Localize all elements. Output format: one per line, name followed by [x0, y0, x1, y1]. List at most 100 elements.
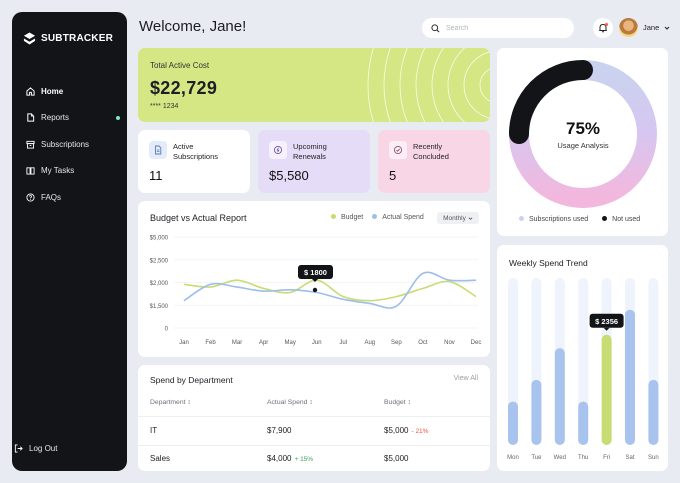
document-icon [155, 145, 162, 155]
x-tick-label: Oct [418, 340, 428, 346]
cell-actual: $4,000 + 15% [267, 454, 314, 463]
period-dropdown[interactable]: Monthly [437, 212, 479, 224]
y-tick-label: 0 [165, 327, 169, 333]
tooltip-value: $ 2356 [595, 317, 618, 326]
legend-item: Subscriptions used [519, 216, 588, 223]
usage-legend: Subscriptions used Not used [519, 216, 640, 223]
check-circle-icon [393, 145, 403, 155]
cell-dept: Sales [150, 454, 171, 463]
chart-title: Budget vs Actual Report [150, 213, 247, 223]
bar-tooltip [589, 313, 624, 328]
notifications-button[interactable] [593, 18, 613, 38]
period-label: Monthly [443, 214, 466, 222]
brand-name: SUBTRACKER [41, 33, 113, 44]
weekly-bar-chart: Mon Tue Wed Thu Fri $ 2356 Sat Sun [507, 278, 659, 461]
chart-legend: Budget Actual Spend [331, 214, 424, 221]
cell-actual: $7,900 [267, 426, 292, 435]
total-cost-card: Total Active Cost $22,729 **** 1234 [138, 48, 490, 122]
stat-label: Active Subscriptions [173, 142, 219, 161]
table-title: Spend by Department [150, 375, 233, 385]
sidebar-nav: Home Reports Subscriptions My Tasks FAQs [26, 78, 120, 211]
weekly-spend-card: Weekly Spend Trend Mon Tue Wed Thu Fri $ 2356… [497, 245, 668, 471]
usage-card: 75% Usage Analysis [497, 48, 668, 236]
y-tick-label: $2,000 [150, 281, 169, 287]
logout-button[interactable]: Log Out [14, 444, 57, 453]
x-tick-label: Wed [554, 455, 566, 461]
chart-title: Weekly Spend Trend [509, 258, 588, 268]
divider [138, 445, 490, 446]
notification-dot [116, 115, 120, 120]
notification-badge [605, 23, 608, 26]
stat-value: 5 [389, 168, 397, 183]
logout-label: Log Out [29, 444, 58, 453]
sidebar-item-label: Home [41, 86, 64, 96]
sidebar-item-reports[interactable]: Reports [26, 105, 120, 132]
x-tick-label: Mon [507, 455, 519, 461]
file-icon [27, 113, 35, 122]
y-tick-label: $2,500 [150, 258, 169, 264]
x-tick-label: Jan [179, 340, 189, 346]
legend-item-budget: Budget [331, 214, 363, 221]
sort-icon: ↕ [187, 399, 191, 406]
help-icon [26, 193, 35, 202]
bar-wed [554, 348, 565, 445]
search-input[interactable] [446, 24, 566, 32]
x-tick-label: Aug [364, 340, 375, 346]
sort-icon: ↕ [407, 399, 411, 406]
chevron-down-icon [664, 26, 670, 30]
column-header-budget[interactable]: Budget ↕ [384, 399, 411, 406]
avatar [619, 18, 638, 37]
budget-line-chart: $5,000 $2,500 $2,000 $1,500 0 Jan Feb Mar Apr Ma… [150, 236, 482, 347]
x-tick-label: Jul [339, 340, 347, 346]
view-all-link[interactable]: View All [453, 375, 478, 382]
stat-label: Recently Concluded [413, 142, 449, 161]
home-icon [26, 86, 35, 96]
x-tick-label: Jun [312, 340, 322, 346]
bar-tue [531, 379, 542, 445]
x-tick-label: Dec [471, 340, 482, 346]
x-tick-label: Mar [232, 340, 242, 346]
brand[interactable]: SUBTRACKER [23, 32, 113, 45]
search-bar[interactable] [422, 18, 574, 38]
logo-icon [23, 32, 36, 45]
sidebar-item-label: Subscriptions [41, 139, 90, 149]
bar-sat [625, 309, 635, 445]
x-tick-label: Sat [625, 455, 634, 461]
y-tick-label: $1,500 [150, 304, 169, 310]
cell-budget: $5,000 [384, 454, 409, 463]
divider [138, 416, 490, 417]
x-tick-label: Nov [444, 340, 455, 346]
usage-donut-chart: 75% Usage Analysis [509, 60, 657, 208]
page-title: Welcome, Jane! [139, 18, 247, 35]
sidebar-item-subscriptions[interactable]: Subscriptions [26, 131, 118, 158]
stat-card-upcoming[interactable]: Upcoming Renewals $5,580 [258, 130, 370, 193]
stat-card-active[interactable]: Active Subscriptions 11 [138, 130, 250, 193]
tooltip-value: $ 1800 [304, 268, 327, 277]
sidebar-item-label: Reports [41, 113, 70, 123]
x-tick-label: Sep [391, 340, 402, 346]
column-header-actual[interactable]: Actual Spend ↕ [267, 399, 313, 406]
sidebar-item-label: My Tasks [41, 166, 75, 176]
cell-dept: IT [150, 426, 158, 435]
bar-sun [648, 379, 659, 445]
tooltip-point [312, 287, 318, 293]
chevron-down-icon [468, 216, 473, 220]
column-header-department[interactable]: Department ↕ [150, 399, 191, 406]
legend-swatch [519, 216, 524, 221]
series-line-actual-spend [183, 271, 477, 309]
series-line-budget [183, 279, 477, 302]
legend-item-actual: Actual Spend [372, 214, 424, 221]
bell-icon [599, 23, 607, 33]
chart-tooltip: $ 1800 [298, 265, 333, 293]
x-tick-label: May [285, 340, 296, 346]
search-icon [431, 23, 440, 32]
budget-chart-card: Budget vs Actual Report Budget Actual Sp… [138, 201, 490, 357]
usage-percent: 75% [566, 119, 600, 138]
usage-label: Usage Analysis [557, 141, 609, 150]
stat-card-concluded[interactable]: Recently Concluded 5 [378, 130, 490, 193]
sidebar-item-my-tasks[interactable]: My Tasks [26, 158, 118, 185]
sidebar-item-faqs[interactable]: FAQs [26, 184, 118, 211]
decorative-rings [367, 48, 490, 122]
user-menu[interactable]: Jane [619, 18, 670, 37]
sidebar-item-home[interactable]: Home [26, 78, 118, 105]
